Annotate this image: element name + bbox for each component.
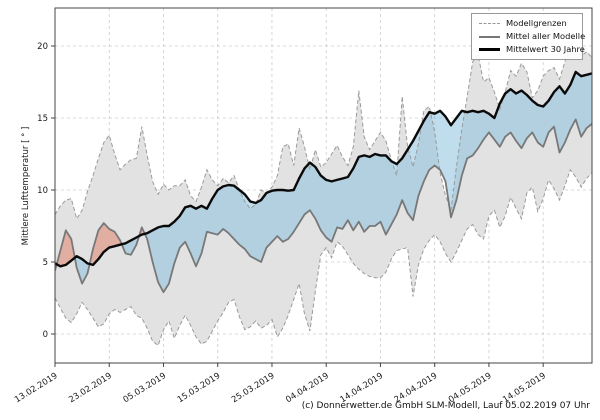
legend-item-mittelwert-30-jahre: Mittelwert 30 Jahre — [479, 44, 585, 55]
y-tick-label: 5 — [43, 258, 48, 268]
legend-label: Modellgrenzen — [506, 18, 567, 28]
copyright-caption: (c) Donnerwetter.de GmbH SLM-Modell, Lau… — [301, 401, 590, 411]
legend-item-mittel-aller-modelle: Mittel aller Modelle — [479, 31, 585, 42]
black-line-icon — [479, 48, 500, 51]
plot-border — [54, 7, 593, 364]
cold-anomaly-fill — [144, 71, 592, 293]
warm-anomaly-fill — [56, 230, 75, 267]
y-tick-label: 20 — [37, 42, 48, 52]
cold-anomaly-fill — [121, 236, 140, 255]
legend-box: Modellgrenzen Mittel aller Modelle Mitte… — [471, 13, 585, 60]
x-tick-label: 05.03.2019 — [121, 371, 168, 405]
y-axis-label: Mittlere Lufttemperatur [ ° ] — [21, 126, 31, 246]
x-tick-label: 13.02.2019 — [13, 371, 60, 405]
y-tick-label: 15 — [37, 114, 48, 124]
legend-label: Mittelwert 30 Jahre — [506, 44, 585, 54]
x-tick-label: 15.03.2019 — [176, 371, 223, 405]
dashed-line-icon — [479, 23, 500, 24]
x-tick-label: 23.02.2019 — [67, 371, 114, 405]
series-30y-mean — [55, 70, 592, 268]
y-tick-label: 10 — [37, 186, 48, 196]
gray-line-icon — [479, 35, 500, 38]
plot-area — [55, 42, 592, 347]
legend-item-modellgrenzen: Modellgrenzen — [479, 18, 576, 29]
y-tick-label: 0 — [43, 330, 48, 340]
x-tick-label: 25.03.2019 — [230, 371, 277, 405]
legend-label: Mittel aller Modelle — [506, 31, 586, 41]
